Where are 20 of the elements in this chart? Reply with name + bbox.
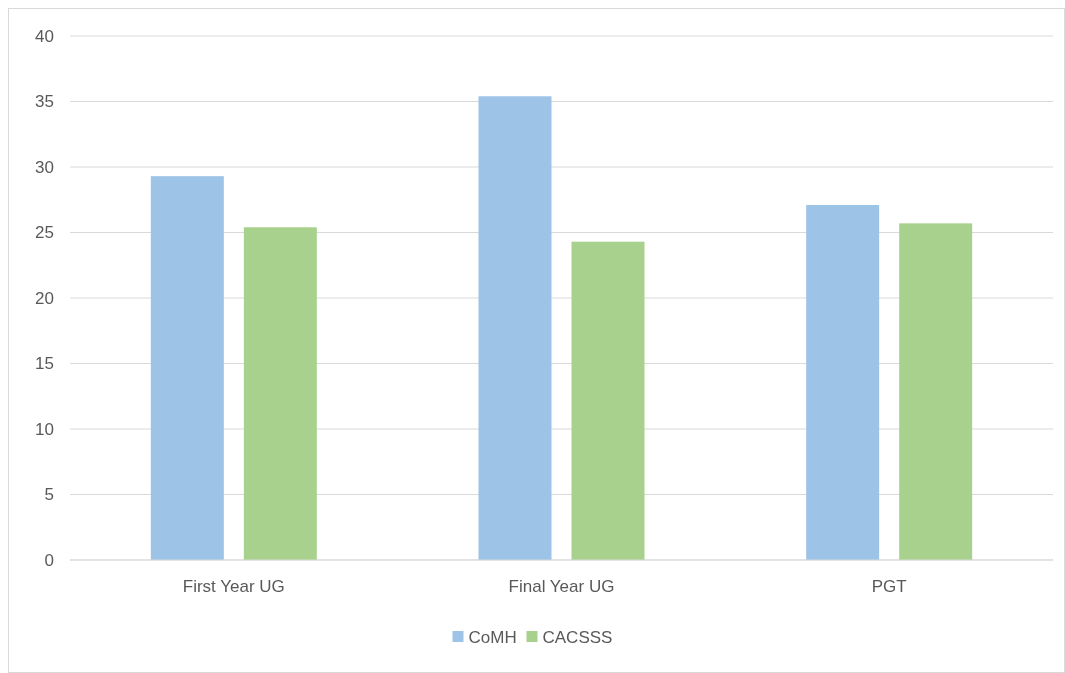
- bar: [478, 96, 552, 560]
- bar: [571, 241, 645, 560]
- legend-label: CACSSS: [542, 627, 613, 647]
- bar: [806, 204, 880, 560]
- x-tick-label: Final Year UG: [508, 577, 615, 596]
- y-tick-label: 0: [44, 550, 54, 570]
- x-tick-label: PGT: [871, 577, 907, 596]
- y-tick-label: 15: [35, 354, 54, 374]
- y-tick-label: 40: [35, 26, 54, 46]
- bar: [150, 176, 224, 560]
- y-tick-label: 30: [35, 157, 54, 177]
- y-tick-label: 10: [35, 419, 54, 439]
- bar: [243, 227, 317, 560]
- legend-label: CoMH: [468, 627, 517, 647]
- y-tick-label: 5: [44, 485, 54, 505]
- x-tick-label: First Year UG: [182, 577, 285, 596]
- bar: [899, 223, 973, 560]
- y-tick-label: 25: [35, 223, 54, 243]
- y-tick-label: 35: [35, 92, 54, 112]
- y-tick-label: 20: [35, 288, 54, 308]
